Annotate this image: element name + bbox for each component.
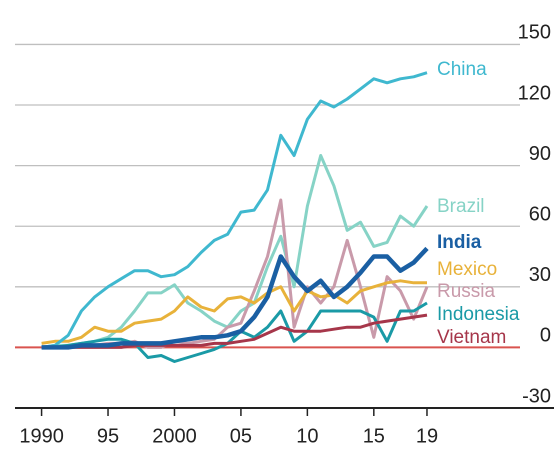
y-tick-label: 60 (529, 203, 551, 225)
y-tick-label: 30 (529, 264, 551, 286)
series-label: Indonesia (437, 304, 520, 325)
series-label: China (437, 59, 487, 80)
series-line (41, 154, 429, 349)
series-line (41, 279, 427, 345)
x-tick-label: 95 (97, 425, 119, 447)
x-tick-label: 10 (296, 425, 318, 447)
y-tick-label: 0 (540, 325, 551, 347)
y-tick-label: -30 (522, 385, 551, 407)
series-label: Brazil (437, 196, 485, 217)
y-tick-label: 150 (518, 22, 551, 44)
series-label: India (437, 232, 482, 253)
series-line (41, 71, 428, 349)
series-label: Russia (437, 281, 496, 302)
series-line (41, 246, 429, 350)
series-line (41, 301, 428, 363)
x-tick-label: 2000 (152, 425, 197, 447)
series-label: Mexico (437, 259, 497, 280)
y-tick-label: 120 (518, 82, 551, 104)
x-tick-label: 19 (416, 425, 438, 447)
x-tick-label: 05 (230, 425, 252, 447)
x-tick-label: 15 (363, 425, 385, 447)
y-tick-label: 90 (529, 143, 551, 165)
series-label: Vietnam (437, 327, 506, 348)
x-tick-label: 1990 (19, 425, 64, 447)
